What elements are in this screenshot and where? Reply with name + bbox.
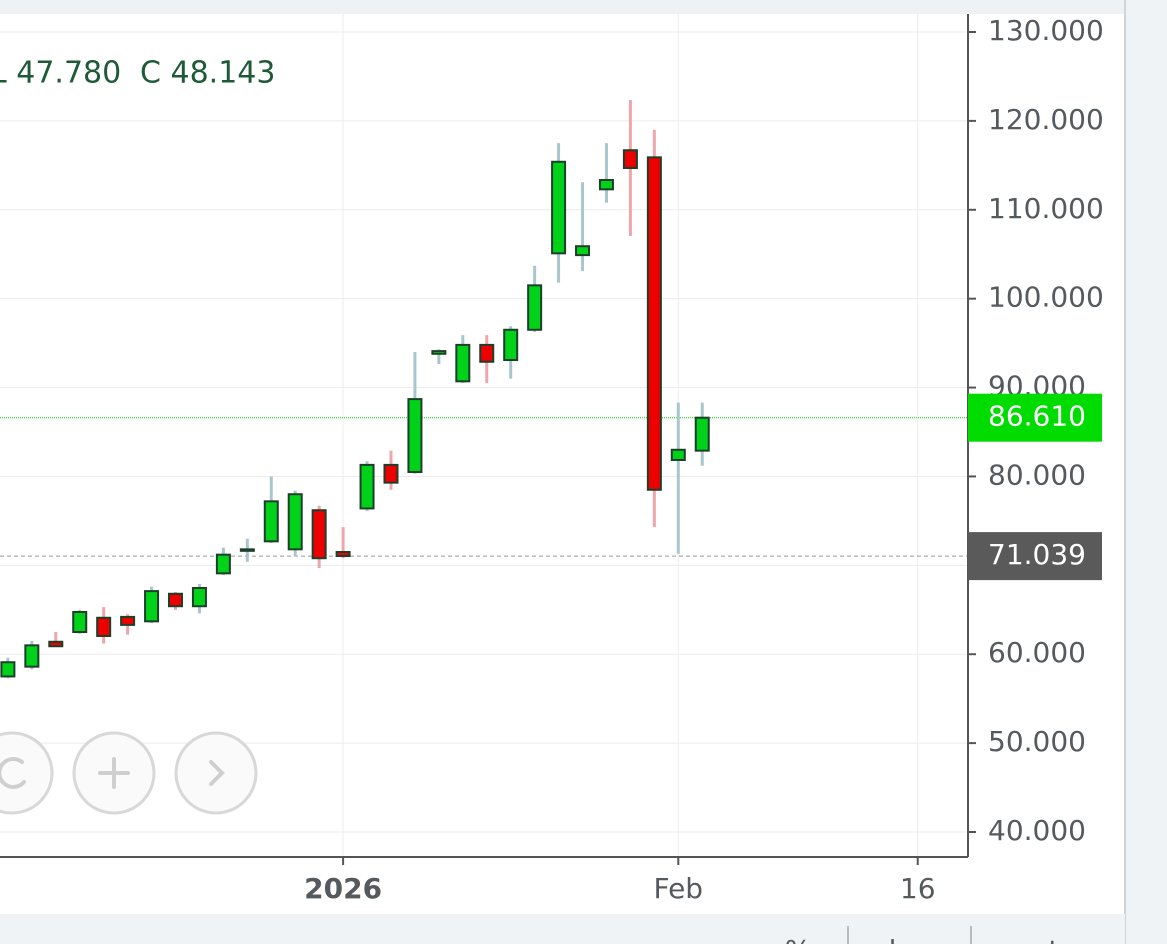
y-tick-label: 50.000 bbox=[988, 725, 1086, 758]
side-panel bbox=[1125, 0, 1167, 944]
x-tick-label: Feb bbox=[654, 872, 704, 905]
candle-body bbox=[694, 416, 710, 452]
candle-body bbox=[407, 398, 423, 473]
grid bbox=[0, 14, 968, 857]
reference-price-box bbox=[968, 532, 1102, 581]
candle-body bbox=[48, 640, 64, 648]
y-tick-label: 100.000 bbox=[988, 281, 1104, 314]
candle-body bbox=[191, 587, 207, 608]
y-tick-label: 110.000 bbox=[988, 192, 1104, 225]
reference-price-label: 71.039 bbox=[988, 538, 1086, 571]
axes: 40.00050.00060.00070.00080.00090.000100.… bbox=[304, 14, 1104, 905]
candle-body bbox=[0, 661, 16, 678]
candle-body bbox=[575, 245, 591, 257]
candle-body bbox=[215, 553, 231, 575]
candle-body bbox=[167, 592, 183, 608]
x-tick-label: 16 bbox=[900, 872, 936, 905]
candle-body bbox=[359, 463, 375, 510]
candle-body bbox=[598, 179, 614, 191]
scroll-right-button[interactable] bbox=[174, 731, 258, 815]
candles bbox=[0, 100, 710, 679]
close-value: C 48.143 bbox=[140, 56, 275, 91]
candle-body bbox=[72, 611, 88, 633]
candle-body bbox=[646, 156, 662, 491]
candle-body bbox=[670, 448, 686, 461]
percent-button[interactable]: % bbox=[785, 934, 812, 944]
candle-body bbox=[24, 644, 40, 668]
candle-body bbox=[287, 493, 303, 551]
candle-body bbox=[120, 615, 136, 626]
chart-area bbox=[0, 14, 1125, 914]
candle-body bbox=[311, 509, 327, 560]
zoom-in-button[interactable] bbox=[72, 731, 156, 815]
plus-icon bbox=[98, 757, 130, 789]
candle-body bbox=[96, 616, 112, 637]
y-tick-label: 60.000 bbox=[988, 636, 1086, 669]
candle-body bbox=[479, 343, 495, 363]
candle-body bbox=[335, 551, 351, 557]
x-tick-label: 2026 bbox=[304, 872, 382, 905]
candle-body bbox=[144, 590, 160, 623]
y-tick-label: 40.000 bbox=[988, 814, 1086, 847]
y-tick-label: 80.000 bbox=[988, 458, 1086, 491]
candle-body bbox=[455, 343, 471, 383]
y-tick-label: 130.000 bbox=[988, 14, 1104, 47]
last-price-box bbox=[968, 393, 1102, 442]
candle-body bbox=[239, 548, 255, 552]
auto-button[interactable]: auto bbox=[1013, 934, 1076, 944]
candle-body bbox=[622, 149, 638, 170]
reset-button[interactable] bbox=[0, 731, 54, 815]
log-button[interactable]: log bbox=[889, 934, 932, 944]
bottom-toolbar bbox=[0, 914, 1125, 944]
candle-body bbox=[551, 160, 567, 255]
candle-body bbox=[503, 328, 519, 361]
y-tick-label: 120.000 bbox=[988, 103, 1104, 136]
candle-body bbox=[383, 463, 399, 484]
candle-body bbox=[527, 284, 543, 331]
last-price-label: 86.610 bbox=[988, 400, 1086, 433]
arrow-icon bbox=[209, 760, 225, 786]
low-value: L 47.780 bbox=[0, 56, 121, 91]
reset-icon bbox=[0, 756, 26, 789]
candle-body bbox=[431, 350, 447, 355]
candle-body bbox=[263, 500, 279, 543]
